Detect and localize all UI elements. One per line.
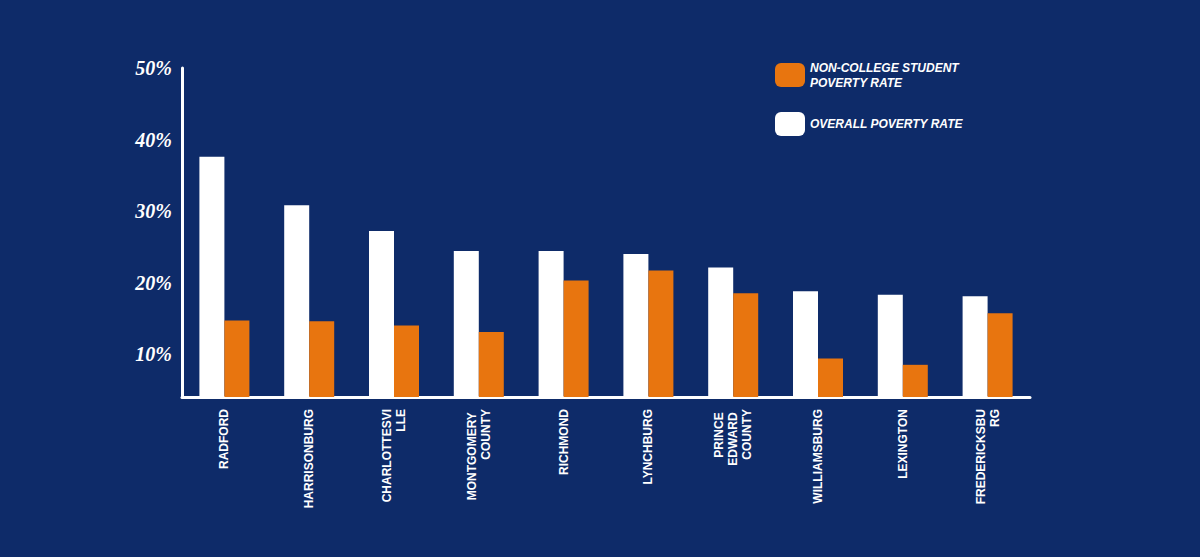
svg-text:COUNTY: COUNTY bbox=[479, 409, 493, 460]
svg-text:POVERTY RATE: POVERTY RATE bbox=[810, 76, 903, 90]
svg-text:CHARLOTTESVI: CHARLOTTESVI bbox=[380, 409, 394, 502]
svg-text:NON-COLLEGE STUDENT: NON-COLLEGE STUDENT bbox=[810, 61, 962, 75]
svg-text:PRINCE: PRINCE bbox=[712, 409, 726, 458]
svg-text:RICHMOND: RICHMOND bbox=[557, 409, 571, 475]
svg-text:10%: 10% bbox=[135, 343, 172, 365]
svg-text:FREDERICKSBU: FREDERICKSBU bbox=[974, 409, 988, 504]
svg-text:MONTGOMERY: MONTGOMERY bbox=[465, 409, 479, 500]
svg-text:OVERALL POVERTY RATE: OVERALL POVERTY RATE bbox=[810, 117, 963, 131]
svg-text:RG: RG bbox=[988, 409, 1002, 427]
svg-text:RADFORD: RADFORD bbox=[217, 409, 231, 469]
svg-text:LLE: LLE bbox=[394, 409, 408, 432]
svg-text:50%: 50% bbox=[135, 57, 172, 79]
svg-text:20%: 20% bbox=[134, 272, 172, 294]
svg-text:30%: 30% bbox=[134, 200, 172, 222]
svg-text:HARRISONBURG: HARRISONBURG bbox=[302, 409, 316, 508]
svg-text:COUNTY: COUNTY bbox=[740, 409, 754, 460]
svg-text:WILLIAMSBURG: WILLIAMSBURG bbox=[811, 409, 825, 504]
svg-text:40%: 40% bbox=[134, 129, 172, 151]
svg-text:LYNCHBURG: LYNCHBURG bbox=[641, 409, 655, 485]
svg-text:EDWARD: EDWARD bbox=[726, 409, 740, 466]
svg-text:LEXINGTON: LEXINGTON bbox=[896, 409, 910, 479]
